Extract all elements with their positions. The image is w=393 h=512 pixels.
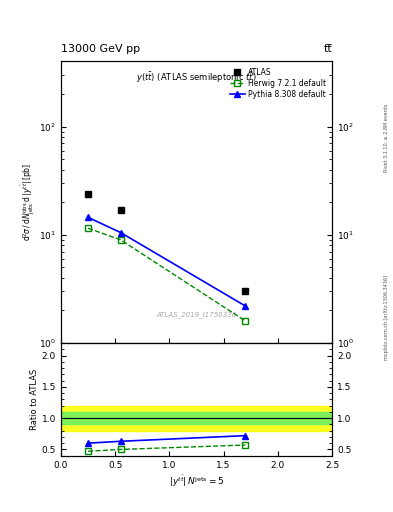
ATLAS bbox=[86, 190, 90, 197]
Bar bbox=[61, 406, 332, 431]
Line: ATLAS: ATLAS bbox=[84, 190, 249, 295]
Line: Herwig 7.2.1 default: Herwig 7.2.1 default bbox=[84, 225, 249, 325]
Text: Rivet 3.1.10, ≥ 2.8M events: Rivet 3.1.10, ≥ 2.8M events bbox=[384, 104, 389, 173]
Text: 13000 GeV pp: 13000 GeV pp bbox=[61, 44, 140, 54]
ATLAS bbox=[243, 288, 248, 294]
Herwig 7.2.1 default bbox=[118, 237, 123, 243]
Text: ATLAS_2019_I1750330: ATLAS_2019_I1750330 bbox=[156, 311, 237, 318]
Line: Pythia 8.308 default: Pythia 8.308 default bbox=[84, 214, 249, 309]
Pythia 8.308 default bbox=[243, 303, 248, 309]
Herwig 7.2.1 default bbox=[86, 225, 90, 231]
Herwig 7.2.1 default bbox=[243, 318, 248, 324]
Pythia 8.308 default bbox=[86, 215, 90, 221]
Text: $y(t\bar{t})$ (ATLAS semileptonic $t\bar{t}$): $y(t\bar{t})$ (ATLAS semileptonic $t\bar… bbox=[136, 70, 257, 84]
Y-axis label: $\mathrm{d}^2\!\sigma\,/\,\mathrm{d}N^\mathrm{obs}_\mathrm{jets}\,\mathrm{d}\,|y: $\mathrm{d}^2\!\sigma\,/\,\mathrm{d}N^\m… bbox=[19, 163, 36, 241]
Pythia 8.308 default bbox=[118, 229, 123, 236]
X-axis label: $|y^{t\bar{t}}|\,N^\mathrm{jets} = 5$: $|y^{t\bar{t}}|\,N^\mathrm{jets} = 5$ bbox=[169, 474, 224, 489]
Text: mcplots.cern.ch [arXiv:1306.3436]: mcplots.cern.ch [arXiv:1306.3436] bbox=[384, 275, 389, 360]
Bar bbox=[61, 412, 332, 424]
ATLAS bbox=[118, 207, 123, 213]
Legend: ATLAS, Herwig 7.2.1 default, Pythia 8.308 default: ATLAS, Herwig 7.2.1 default, Pythia 8.30… bbox=[227, 65, 328, 101]
Y-axis label: Ratio to ATLAS: Ratio to ATLAS bbox=[30, 369, 39, 430]
Text: tt̅: tt̅ bbox=[323, 44, 332, 54]
